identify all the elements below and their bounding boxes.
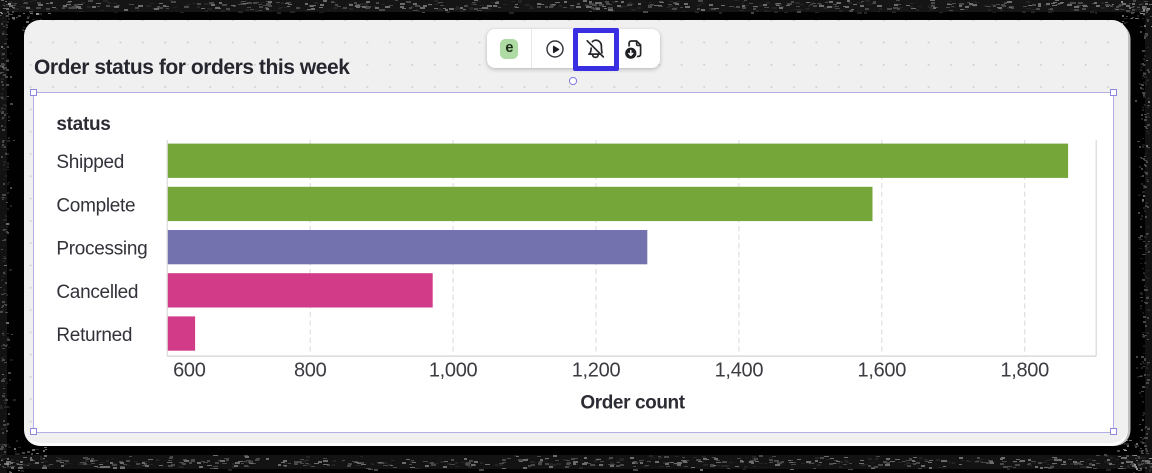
svg-text:1,400: 1,400: [715, 360, 764, 382]
svg-text:1,000: 1,000: [429, 360, 478, 382]
svg-text:Processing: Processing: [56, 239, 147, 260]
svg-text:800: 800: [294, 360, 327, 382]
svg-text:Shipped: Shipped: [56, 153, 124, 174]
svg-text:600: 600: [173, 360, 206, 382]
svg-text:Returned: Returned: [56, 325, 132, 346]
svg-text:Cancelled: Cancelled: [56, 282, 138, 303]
svg-text:Complete: Complete: [56, 196, 135, 217]
svg-text:1,200: 1,200: [572, 360, 621, 382]
svg-text:status: status: [56, 114, 110, 135]
svg-text:1,600: 1,600: [857, 360, 906, 382]
svg-text:1,800: 1,800: [1000, 360, 1049, 382]
svg-text:Order count: Order count: [580, 393, 685, 414]
